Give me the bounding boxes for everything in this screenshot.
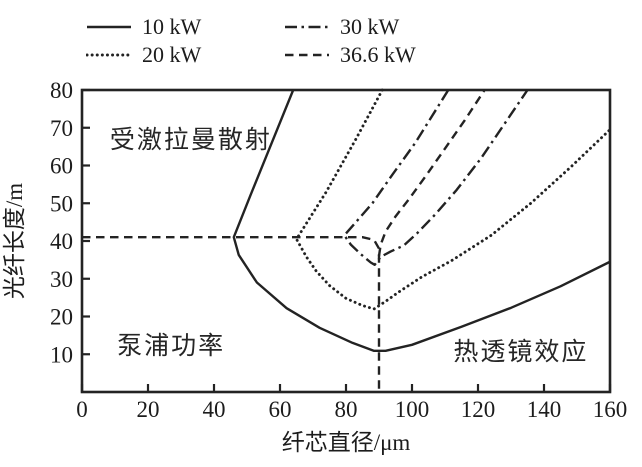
x-tick-label: 0 [76, 397, 88, 422]
region-label: 热透镜效应 [453, 338, 588, 366]
x-axis-title: 纤芯直径/μm [282, 430, 411, 455]
legend-line-sample-dotted [86, 53, 132, 56]
legend-item-20kw: 20 kW [86, 41, 284, 68]
reference-dashed-guide [82, 236, 381, 392]
region-label: 受激拉曼散射 [110, 126, 272, 154]
x-tick-label: 40 [203, 397, 226, 422]
y-tick-label: 50 [50, 191, 73, 216]
series-36.6-kw [377, 89, 486, 257]
legend-label: 20 kW [142, 41, 202, 67]
legend-item-10kw: 10 kW [86, 13, 284, 40]
legend-label: 36.6 kW [340, 41, 416, 67]
y-tick-label: 20 [50, 305, 73, 330]
y-tick-label: 70 [50, 116, 73, 141]
x-tick-label: 140 [527, 397, 562, 422]
series-10-kw [232, 89, 611, 353]
legend-line-sample-dashed [285, 53, 329, 56]
y-tick-label: 30 [50, 267, 73, 292]
series-30-kw [343, 89, 529, 266]
legend-label: 30 kW [340, 13, 400, 39]
legend-line-sample-solid [87, 25, 131, 28]
legend-item-36kw: 36.6 kW [284, 41, 416, 68]
legend-column-right: 30 kW 36.6 kW [284, 13, 416, 68]
legend-label: 10 kW [142, 13, 202, 39]
legend-column-left: 10 kW 20 kW [86, 13, 284, 68]
x-tick-label: 80 [335, 397, 358, 422]
y-tick-label: 40 [50, 229, 73, 254]
x-tick-label: 60 [269, 397, 292, 422]
y-tick-label: 10 [50, 342, 73, 367]
x-tick-label: 20 [137, 397, 160, 422]
legend-line-sample-dashdot [285, 25, 329, 28]
y-tick-label: 80 [50, 78, 73, 103]
x-tick-label: 160 [593, 397, 628, 422]
x-tick-label: 100 [395, 397, 430, 422]
y-axis-title: 光纤长度/m [2, 183, 27, 299]
region-label: 泵浦功率 [117, 332, 225, 360]
x-tick-label: 120 [461, 397, 496, 422]
series-20-kw [295, 88, 612, 311]
legend: 10 kW 20 kW 30 kW 36.6 kW [86, 13, 416, 68]
y-tick-label: 60 [50, 154, 73, 179]
legend-item-30kw: 30 kW [284, 13, 416, 40]
